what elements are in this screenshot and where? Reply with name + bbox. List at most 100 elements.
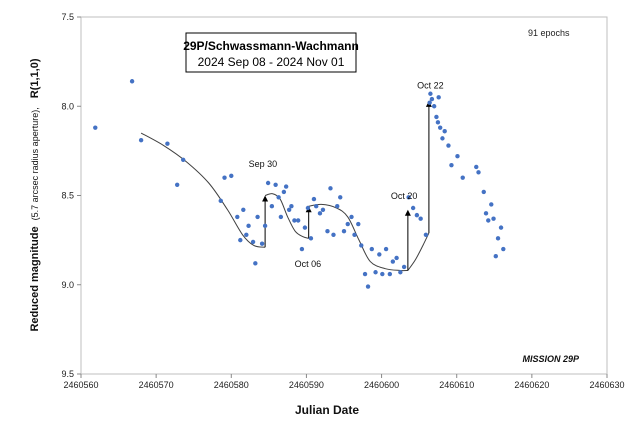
data-point: [380, 271, 385, 277]
data-point: [93, 125, 98, 130]
x-tick-label: 2460610: [439, 380, 474, 390]
data-point: [414, 212, 420, 218]
data-point: [410, 205, 416, 211]
data-point: [222, 175, 227, 180]
data-point: [398, 270, 403, 275]
data-point: [265, 180, 271, 186]
annotation-label: Oct 22: [417, 80, 444, 90]
data-point: [365, 284, 371, 289]
data-point: [369, 246, 375, 252]
data-point: [295, 218, 301, 223]
data-point: [401, 264, 407, 270]
trend-lines: [140, 132, 430, 272]
x-tick-label: 2460620: [514, 380, 549, 390]
data-point: [320, 207, 326, 212]
data-point: [311, 196, 317, 202]
y-tick-labels: 7.5 8.0 8.5 9.0 9.5: [61, 12, 81, 379]
data-point: [495, 236, 501, 241]
data-point: [305, 205, 311, 211]
data-point: [338, 195, 343, 200]
data-point: [317, 211, 323, 216]
y-axis-title-end: R(1,1,0): [29, 58, 41, 98]
y-tick-label: 9.0: [61, 280, 74, 290]
chart-subtitle: 2024 Sep 08 - 2024 Nov 01: [198, 55, 345, 69]
data-point: [341, 229, 347, 234]
data-point: [436, 95, 441, 100]
data-point: [255, 214, 260, 220]
data-point: [418, 216, 423, 221]
data-point: [299, 246, 305, 252]
trend-line: [308, 203, 408, 272]
trend-line: [407, 232, 430, 271]
data-point: [289, 204, 294, 209]
data-point: [429, 96, 435, 102]
data-point: [431, 104, 437, 109]
annotations: Sep 30 Oct 06 Oct 20 Oct 22: [249, 80, 444, 268]
data-point: [390, 259, 396, 264]
data-point: [129, 79, 135, 84]
x-tick-label: 2460570: [139, 380, 174, 390]
data-point: [362, 271, 368, 277]
x-tick-label: 2460560: [63, 380, 98, 390]
data-point: [328, 186, 333, 191]
mission-label: MISSION 29P: [522, 354, 580, 364]
y-axis-title: Reduced magnitude (5.7 arcsec radius ape…: [29, 58, 41, 331]
data-point: [440, 136, 445, 141]
data-point: [442, 129, 447, 134]
data-point: [455, 154, 460, 159]
data-point: [180, 157, 186, 162]
data-point: [325, 229, 330, 234]
x-tick-label: 2460590: [289, 380, 324, 390]
data-point: [283, 184, 289, 189]
data-point: [262, 223, 268, 229]
y-tick-label: 8.5: [61, 191, 74, 201]
data-point: [373, 270, 378, 275]
data-point: [281, 189, 287, 195]
data-point: [235, 214, 240, 220]
data-point: [406, 195, 411, 200]
data-point: [218, 198, 223, 204]
y-axis-title-main: Reduced magnitude: [29, 226, 41, 331]
title-box: 29P/Schwassmann-Wachmann 2024 Sep 08 - 2…: [183, 32, 359, 73]
data-point: [313, 204, 319, 209]
data-point: [259, 241, 265, 246]
x-axis-title: Julian Date: [295, 403, 359, 417]
data-point: [345, 221, 350, 227]
data-point: [446, 143, 451, 148]
data-point: [460, 175, 465, 180]
data-point: [486, 218, 491, 223]
data-point: [427, 100, 432, 105]
annotation-label: Sep 30: [249, 159, 278, 169]
data-point: [491, 216, 496, 221]
data-point: [241, 207, 246, 212]
data-point: [498, 225, 504, 230]
data-point: [269, 204, 275, 209]
data-point: [253, 261, 258, 266]
data-points: [93, 79, 506, 289]
data-point: [437, 125, 443, 130]
data-point: [335, 204, 340, 209]
data-point: [493, 253, 498, 259]
data-point: [501, 246, 506, 252]
epochs-label: 91 epochs: [528, 28, 570, 38]
data-point: [394, 255, 399, 261]
data-point: [331, 232, 336, 237]
x-tick-label: 2460630: [589, 380, 624, 390]
data-point: [489, 202, 494, 207]
data-point: [349, 214, 354, 220]
data-point: [481, 189, 486, 195]
y-tick-label: 7.5: [61, 12, 74, 22]
data-point: [165, 141, 170, 146]
data-point: [286, 207, 292, 212]
data-point: [434, 114, 439, 120]
data-point: [292, 218, 297, 223]
data-point: [244, 232, 249, 237]
data-point: [428, 91, 433, 96]
data-point: [246, 223, 251, 229]
data-point: [359, 243, 364, 248]
trend-line: [140, 132, 266, 248]
x-tick-label: 2460600: [364, 380, 399, 390]
data-point: [423, 232, 429, 237]
chart-title: 29P/Schwassmann-Wachmann: [183, 39, 359, 53]
